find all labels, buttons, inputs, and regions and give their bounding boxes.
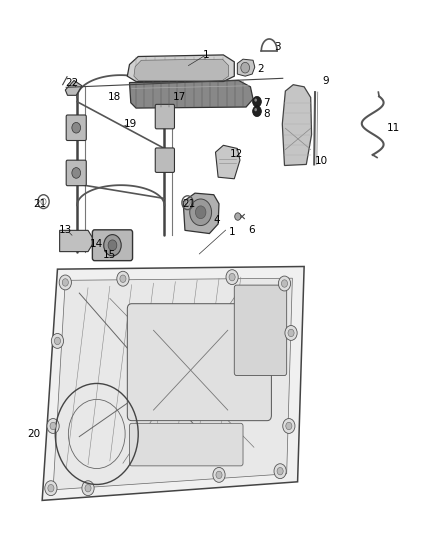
Circle shape (235, 213, 241, 220)
Text: 17: 17 (173, 92, 186, 102)
Circle shape (120, 275, 126, 282)
Text: 15: 15 (102, 250, 116, 260)
Circle shape (72, 123, 81, 133)
Circle shape (254, 108, 257, 111)
Text: 13: 13 (59, 225, 72, 236)
Text: 6: 6 (248, 225, 255, 236)
Text: 10: 10 (315, 156, 328, 166)
Polygon shape (134, 59, 229, 80)
FancyBboxPatch shape (234, 285, 287, 375)
FancyBboxPatch shape (155, 104, 174, 129)
Circle shape (85, 484, 91, 492)
Circle shape (288, 329, 294, 337)
Circle shape (190, 199, 212, 225)
Circle shape (213, 467, 225, 482)
Circle shape (229, 273, 235, 281)
Circle shape (117, 271, 129, 286)
Text: 7: 7 (263, 98, 269, 108)
Polygon shape (42, 266, 304, 500)
Circle shape (286, 422, 292, 430)
Text: 8: 8 (263, 109, 269, 119)
FancyBboxPatch shape (66, 115, 86, 141)
Text: 3: 3 (275, 43, 281, 52)
Text: 21: 21 (183, 199, 196, 209)
Circle shape (54, 337, 60, 345)
Text: 2: 2 (257, 64, 264, 74)
Text: 1: 1 (203, 50, 209, 60)
Polygon shape (237, 59, 255, 76)
Polygon shape (183, 193, 219, 233)
Circle shape (82, 481, 94, 496)
Text: 20: 20 (27, 429, 40, 439)
FancyBboxPatch shape (130, 423, 243, 466)
Circle shape (50, 422, 56, 430)
Text: 22: 22 (65, 78, 78, 88)
Text: 14: 14 (90, 239, 103, 249)
Circle shape (277, 467, 283, 475)
Text: 11: 11 (387, 123, 400, 133)
Circle shape (104, 235, 121, 256)
Circle shape (254, 99, 257, 102)
Text: 19: 19 (124, 119, 138, 129)
Circle shape (45, 481, 57, 496)
Text: 18: 18 (108, 92, 121, 102)
Polygon shape (127, 55, 234, 82)
Text: 21: 21 (33, 199, 46, 209)
Text: 1: 1 (229, 227, 235, 237)
Text: 4: 4 (213, 215, 220, 225)
Circle shape (51, 334, 64, 349)
Text: 12: 12 (230, 149, 243, 159)
FancyBboxPatch shape (155, 148, 174, 172)
Circle shape (47, 418, 59, 433)
FancyBboxPatch shape (66, 160, 86, 185)
FancyBboxPatch shape (127, 304, 272, 421)
Circle shape (62, 279, 68, 286)
Text: 9: 9 (323, 77, 329, 86)
Polygon shape (130, 80, 253, 108)
Circle shape (59, 275, 71, 290)
Polygon shape (53, 278, 292, 490)
Circle shape (72, 167, 81, 178)
FancyBboxPatch shape (92, 230, 133, 261)
Polygon shape (60, 230, 95, 252)
Polygon shape (215, 146, 240, 179)
Circle shape (108, 240, 117, 251)
Circle shape (279, 276, 290, 291)
Circle shape (195, 206, 206, 219)
Circle shape (253, 96, 261, 107)
Circle shape (253, 106, 261, 117)
Circle shape (283, 418, 295, 433)
Circle shape (241, 62, 250, 73)
Circle shape (274, 464, 286, 479)
Circle shape (282, 280, 288, 287)
Circle shape (216, 471, 222, 479)
Circle shape (48, 484, 54, 492)
Circle shape (226, 270, 238, 285)
Circle shape (285, 326, 297, 341)
Polygon shape (283, 85, 311, 165)
Polygon shape (65, 80, 82, 95)
